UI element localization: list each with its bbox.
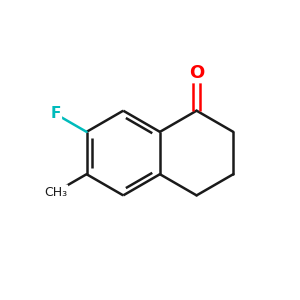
Text: O: O: [189, 64, 204, 82]
Text: CH₃: CH₃: [44, 186, 67, 199]
Text: F: F: [50, 106, 61, 122]
